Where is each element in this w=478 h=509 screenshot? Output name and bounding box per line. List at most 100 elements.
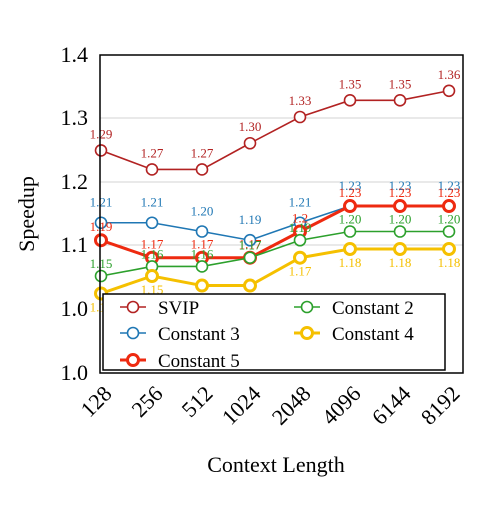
data-label: 1.35	[339, 76, 362, 91]
legend-label: Constant 3	[158, 324, 240, 345]
data-label: 1.21	[90, 195, 113, 210]
data-point	[243, 136, 257, 150]
data-point	[94, 144, 108, 157]
data-point	[94, 216, 108, 230]
data-point	[145, 269, 159, 284]
data-label: 1.21	[289, 195, 312, 210]
x-tick-label: 6144	[367, 381, 416, 430]
data-label: 1.16	[141, 246, 164, 261]
data-label: 1.17	[239, 237, 262, 252]
legend-marker	[126, 353, 140, 367]
data-point	[442, 199, 456, 214]
series-lines	[94, 84, 456, 301]
series-line-constant-4	[100, 247, 449, 295]
y-axis-label: Speedup	[14, 176, 39, 252]
data-point	[393, 199, 407, 214]
data-label: 1.30	[239, 119, 262, 134]
data-label: 1.27	[191, 145, 214, 160]
data-point	[195, 260, 209, 273]
y-tick-label: 1.4	[61, 42, 89, 67]
data-label: 1.21	[141, 195, 164, 210]
data-point	[393, 225, 407, 238]
data-point	[293, 233, 307, 247]
data-label: 1.2	[292, 210, 308, 225]
data-point	[293, 110, 307, 124]
x-tick-label: 2048	[267, 381, 316, 430]
data-point	[195, 225, 209, 238]
data-point	[243, 251, 257, 265]
data-label: 1.17	[239, 238, 262, 253]
data-point	[393, 94, 407, 107]
data-point	[442, 241, 456, 256]
data-label: 1.17	[141, 237, 164, 252]
data-point	[195, 278, 209, 293]
data-point	[195, 163, 209, 176]
data-label: 1.23	[438, 185, 461, 200]
legend-label: Constant 5	[158, 351, 240, 372]
legend-label: Constant 2	[332, 298, 414, 319]
data-point	[442, 225, 456, 238]
data-label: 1.23	[389, 178, 412, 193]
data-label: 1.20	[389, 211, 412, 226]
data-point	[243, 233, 257, 247]
x-tick-label: 4096	[317, 381, 366, 430]
y-tick-label: 1.3	[61, 105, 89, 130]
x-axis-ticks: 128 256 512 1024 2048 4096 6144 8192	[76, 381, 465, 430]
legend-marker	[300, 326, 314, 340]
series-line-constant-2	[100, 230, 449, 277]
data-label: 1.18	[339, 255, 362, 270]
series-line-svip	[100, 89, 450, 171]
data-label: 1.36	[438, 67, 461, 82]
data-label: 1.35	[389, 76, 412, 91]
x-tick-label: 512	[177, 381, 218, 422]
data-point	[94, 269, 108, 283]
y-tick-label: 1.2	[61, 169, 89, 194]
x-tick-label: 256	[127, 381, 168, 422]
data-label: 1.18	[438, 255, 461, 270]
legend-marker	[300, 300, 314, 314]
data-point	[94, 233, 108, 248]
data-label: 1.16	[191, 246, 214, 261]
data-label: 1.23	[438, 178, 461, 193]
y-tick-label: 1.0	[61, 296, 89, 321]
data-label: 1.15	[90, 256, 113, 271]
data-label: 1.29	[90, 126, 113, 141]
plot-frame	[99, 54, 464, 374]
y-tick-label: 1.1	[61, 232, 89, 257]
x-tick-label: 1024	[217, 381, 266, 430]
data-label: 1.19	[289, 220, 312, 235]
y-tick-label: 1.0	[61, 360, 89, 385]
data-point	[145, 216, 159, 230]
data-point	[145, 163, 159, 176]
data-point	[243, 278, 257, 293]
x-tick-label: 128	[76, 381, 117, 422]
legend-box	[102, 293, 446, 371]
legend: SVIP Constant 2 Constant 3 Constant 4 Consta…	[120, 298, 414, 372]
data-label: 1.18	[389, 255, 412, 270]
data-label: 1.33	[289, 93, 312, 108]
data-label: 1.23	[389, 185, 412, 200]
legend-label: Constant 4	[332, 324, 414, 345]
data-point	[343, 94, 357, 107]
data-label: 1.23	[339, 185, 362, 200]
legend-marker	[126, 300, 140, 314]
data-label: 1.20	[339, 211, 362, 226]
data-point	[393, 241, 407, 256]
data-label: 1.27	[141, 145, 164, 160]
data-label: 1.20	[191, 203, 214, 218]
data-label: 1.20	[438, 211, 461, 226]
data-point	[343, 241, 357, 256]
y-axis-ticks: 1.4 1.3 1.2 1.1 1.0 1.0	[61, 42, 89, 385]
data-point	[293, 250, 307, 265]
legend-marker	[126, 326, 140, 340]
data-label: 1.23	[339, 178, 362, 193]
data-point	[442, 84, 456, 98]
data-labels: 1.291.27 1.271.301.331.35 1.351.361.21 1.21…	[90, 67, 461, 315]
data-label: 1.19	[90, 219, 113, 234]
legend-label: SVIP	[158, 298, 199, 319]
data-label: 1.17	[289, 264, 312, 279]
data-point	[343, 199, 357, 214]
data-label: 1.19	[239, 212, 262, 227]
x-tick-label: 8192	[416, 381, 465, 430]
